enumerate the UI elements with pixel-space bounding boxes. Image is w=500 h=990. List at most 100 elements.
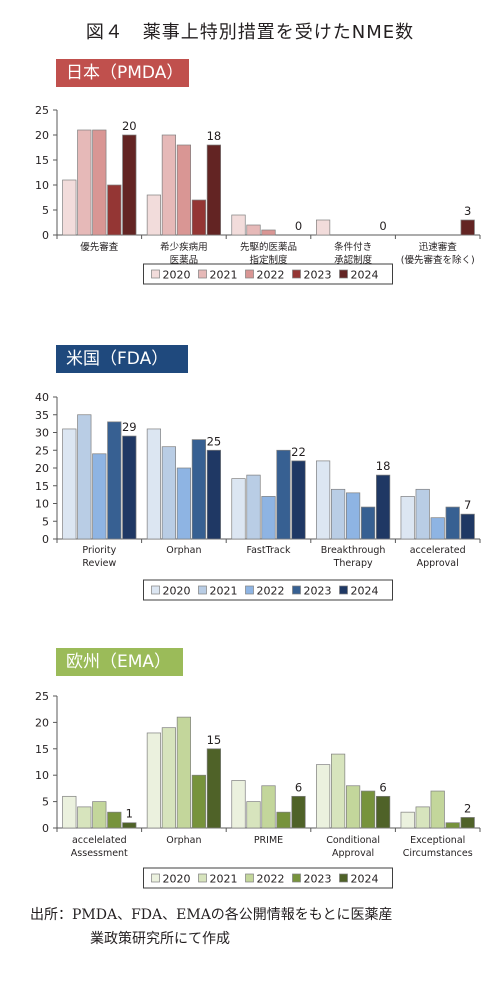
category-label: Approval [332, 848, 374, 859]
category-label: 優先審査 [80, 241, 119, 253]
bar-2024 [206, 144, 221, 236]
bar-2024 [460, 817, 475, 829]
bar-2021 [161, 727, 176, 829]
bar-2020 [62, 795, 77, 829]
category-label: Circumstances [403, 848, 473, 859]
bar-2023 [191, 439, 206, 540]
bar-2021 [77, 806, 92, 829]
category-label: (優先審査を除く) [401, 254, 475, 266]
category-label: Exceptional [410, 835, 465, 846]
data-label: 7 [464, 498, 471, 512]
y-tick-label: 20 [35, 716, 49, 729]
bar-2024 [376, 474, 391, 540]
bar-2022 [176, 144, 191, 236]
y-tick-label: 0 [42, 533, 49, 546]
legend-swatch-2021 [198, 269, 207, 279]
legend-label-2024: 2024 [351, 269, 379, 282]
y-tick-label: 25 [35, 444, 49, 457]
data-label: 22 [291, 445, 306, 459]
bar-2024 [460, 513, 475, 540]
bar-2022 [430, 790, 445, 829]
bar-2021 [77, 129, 92, 236]
bar-2024 [122, 822, 137, 829]
data-label: 1 [126, 807, 133, 821]
bar-2020 [231, 780, 246, 829]
legend-swatch-2024 [339, 873, 348, 883]
bar-2021 [331, 488, 346, 540]
data-label: 20 [122, 119, 137, 133]
category-label: Approval [417, 558, 459, 569]
bar-2024 [460, 219, 475, 236]
bar-2021 [161, 134, 176, 236]
category-label: Review [82, 558, 116, 569]
y-tick-label: 10 [35, 179, 49, 192]
category-label: Assessment [71, 848, 128, 859]
category-label: 指定制度 [249, 254, 288, 266]
bar-2021 [161, 446, 176, 540]
bar-2020 [316, 219, 331, 236]
bar-2023 [191, 199, 206, 236]
y-tick-label: 15 [35, 154, 49, 167]
legend-swatch-2024 [339, 269, 348, 279]
region-label-japan: 日本（PMDA） [56, 59, 189, 87]
category-label: 医薬品 [170, 254, 199, 266]
bar-2021 [415, 806, 430, 829]
legend-box [143, 263, 393, 285]
y-tick-label: 30 [35, 427, 49, 440]
source-note: 出所：PMDA、FDA、EMAの各公開情報をもとに医薬産 業政策研究所にて作成 [30, 903, 475, 951]
bar-2024 [291, 795, 306, 829]
data-label: 15 [207, 733, 222, 747]
bar-2024 [122, 134, 137, 236]
y-tick-label: 5 [42, 796, 49, 809]
bar-2021 [246, 474, 261, 540]
y-tick-label: 10 [35, 498, 49, 511]
category-label: FastTrack [247, 545, 291, 556]
bar-2023 [276, 811, 291, 829]
legend-swatch-2021 [198, 585, 207, 595]
bar-2022 [346, 785, 361, 829]
legend-label-2022: 2022 [257, 585, 285, 598]
legend-label-2024: 2024 [351, 873, 379, 886]
legend-swatch-2020 [151, 873, 160, 883]
category-label: Orphan [166, 545, 201, 556]
legend-swatch-2023 [292, 269, 301, 279]
bar-2024 [206, 449, 221, 540]
bar-2024 [206, 748, 221, 829]
legend-label-2024: 2024 [351, 585, 379, 598]
data-label: 0 [295, 219, 302, 233]
bar-2023 [107, 421, 122, 540]
category-label: Orphan [166, 835, 201, 846]
y-tick-label: 25 [35, 690, 49, 703]
legend-swatch-2022 [245, 585, 254, 595]
bar-2022 [176, 467, 191, 540]
data-label: 25 [207, 434, 222, 448]
category-label: accelelated [72, 835, 127, 846]
legend-label-2020: 2020 [163, 585, 191, 598]
legend-label-2020: 2020 [163, 873, 191, 886]
region-label-usa: 米国（FDA） [56, 345, 188, 373]
data-label: 6 [295, 780, 302, 794]
data-label: 18 [207, 129, 222, 143]
legend-label-2021: 2021 [210, 585, 238, 598]
legend-label-2023: 2023 [304, 873, 332, 886]
legend-label-2023: 2023 [304, 585, 332, 598]
bar-2022 [261, 785, 276, 829]
y-tick-label: 20 [35, 462, 49, 475]
y-tick-label: 0 [42, 229, 49, 242]
legend-swatch-2024 [339, 585, 348, 595]
data-label: 0 [379, 219, 386, 233]
bar-2022 [92, 453, 107, 540]
bar-2023 [276, 449, 291, 540]
category-label: Conditional [326, 835, 380, 846]
bar-2023 [191, 774, 206, 829]
source-line-1: 出所：PMDA、FDA、EMAの各公開情報をもとに医薬産 [30, 907, 393, 923]
bar-2023 [107, 184, 122, 236]
legend-label-2022: 2022 [257, 873, 285, 886]
legend-label-2022: 2022 [257, 269, 285, 282]
y-tick-label: 40 [35, 391, 49, 404]
legend-label-2023: 2023 [304, 269, 332, 282]
legend-swatch-2021 [198, 873, 207, 883]
legend-swatch-2020 [151, 585, 160, 595]
bar-2021 [77, 414, 92, 540]
bar-2020 [316, 764, 331, 829]
